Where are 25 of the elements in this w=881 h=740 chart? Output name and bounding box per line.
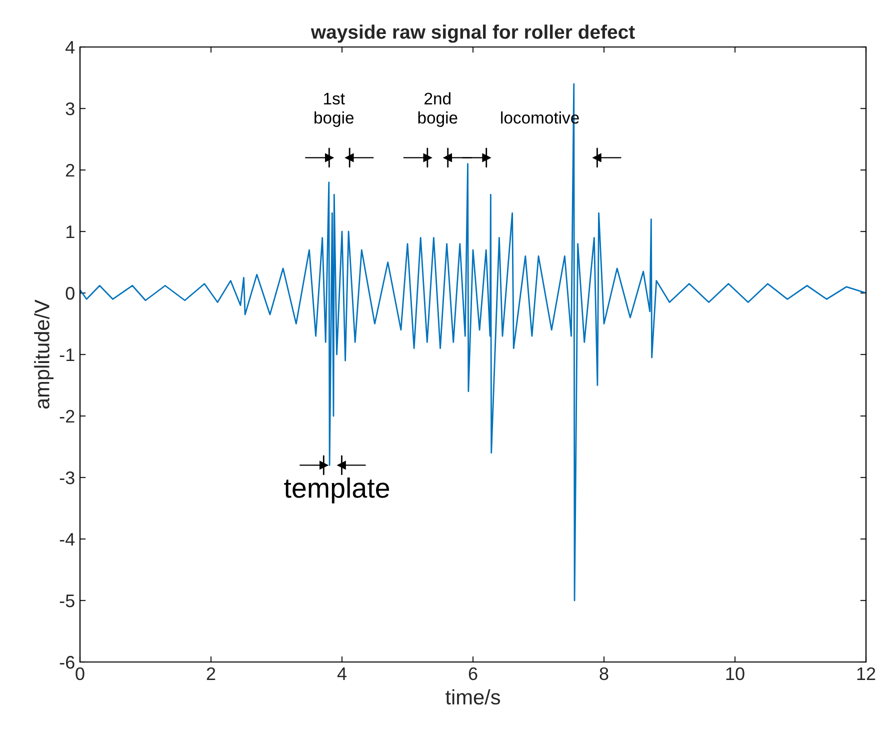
line-series xyxy=(80,83,866,602)
y-tick-label: -6 xyxy=(60,656,74,669)
x-tick-label: 12 xyxy=(857,667,876,680)
y-tick-label: -2 xyxy=(60,410,74,423)
y-tick-label: 2 xyxy=(66,164,74,177)
y-tick-label: -3 xyxy=(60,471,74,484)
x-axis-title: time/s xyxy=(446,689,500,705)
x-tick-label: 4 xyxy=(337,668,346,680)
y-tick-label: -4 xyxy=(60,533,75,546)
y-tick-label: 1 xyxy=(66,226,74,238)
annotation: 2nd bogie xyxy=(418,92,458,127)
x-tick-label: 0 xyxy=(76,667,84,680)
chart-title: wayside raw signal for roller defect xyxy=(310,24,635,43)
y-tick-label: 3 xyxy=(66,102,74,116)
y-tick-label: 4 xyxy=(66,41,75,54)
y-tick-label: 0 xyxy=(66,286,74,300)
y-tick-label: -5 xyxy=(60,594,74,608)
x-tick-label: 10 xyxy=(726,667,744,680)
y-tick-label: -1 xyxy=(60,348,74,362)
x-tick-label: 6 xyxy=(468,667,478,680)
y-axis-title: amplitude/V xyxy=(34,300,54,409)
annotation: 1st bogie xyxy=(314,92,354,127)
x-tick-label: 8 xyxy=(600,667,608,680)
x-tick-label: 2 xyxy=(206,667,216,680)
annotation: template xyxy=(284,478,390,504)
